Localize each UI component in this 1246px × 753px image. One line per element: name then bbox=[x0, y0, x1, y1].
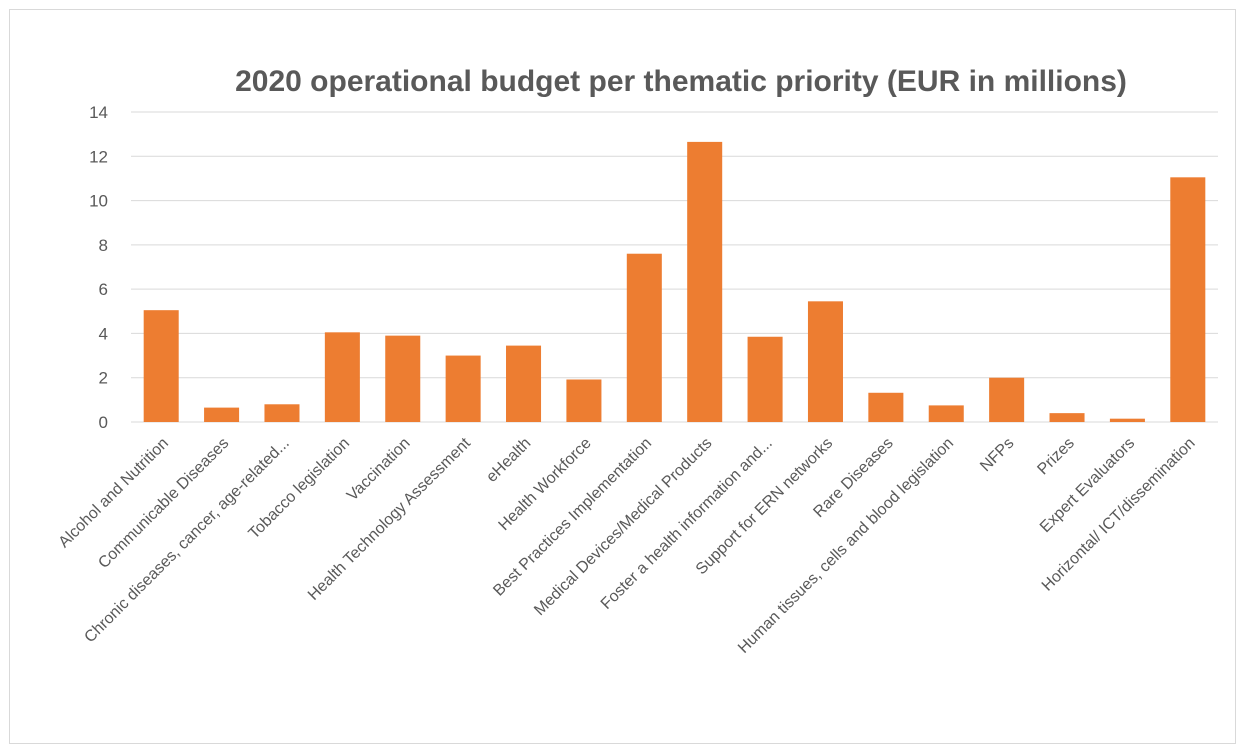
x-category-label: Chronic diseases, cancer, age-related... bbox=[81, 435, 292, 646]
bar bbox=[324, 332, 360, 422]
bar bbox=[807, 301, 843, 422]
bar bbox=[868, 392, 904, 422]
bar bbox=[1170, 177, 1206, 422]
x-category-label: NFPs bbox=[977, 435, 1017, 475]
bar-series bbox=[143, 141, 1206, 422]
bar bbox=[687, 141, 723, 422]
bar bbox=[1049, 413, 1085, 422]
y-tick-label: 12 bbox=[89, 147, 108, 166]
chart-frame: 2020 operational budget per thematic pri… bbox=[9, 9, 1236, 744]
bar bbox=[566, 379, 602, 422]
bar bbox=[747, 336, 783, 422]
x-category-label: eHealth bbox=[483, 435, 534, 486]
bar-chart: 2020 operational budget per thematic pri… bbox=[56, 65, 1218, 657]
y-tick-label: 2 bbox=[99, 369, 108, 388]
chart-title: 2020 operational budget per thematic pri… bbox=[235, 65, 1127, 98]
x-category-label: Human tissues, cells and blood legislati… bbox=[735, 435, 957, 657]
bar bbox=[928, 405, 964, 422]
bar bbox=[445, 355, 481, 422]
x-category-label: Alcohol and Nutrition bbox=[56, 435, 172, 551]
bar bbox=[506, 345, 542, 422]
y-tick-label: 0 bbox=[99, 413, 108, 432]
bar bbox=[626, 253, 662, 422]
y-tick-label: 6 bbox=[99, 280, 108, 299]
bar bbox=[989, 377, 1025, 422]
bar bbox=[1109, 418, 1145, 422]
y-tick-label: 8 bbox=[99, 236, 108, 255]
bar bbox=[264, 404, 300, 422]
y-tick-label: 14 bbox=[89, 103, 108, 122]
gridlines bbox=[131, 111, 1218, 423]
bar bbox=[143, 310, 179, 422]
x-category-label: Prizes bbox=[1034, 435, 1077, 478]
y-tick-label: 10 bbox=[89, 192, 108, 211]
y-tick-label: 4 bbox=[99, 324, 108, 343]
x-category-label: Tobacco legislation bbox=[246, 435, 354, 543]
bar bbox=[204, 407, 240, 422]
bar bbox=[385, 335, 421, 422]
y-axis-ticks: 0 2 4 6 8 10 12 14 bbox=[89, 103, 108, 432]
